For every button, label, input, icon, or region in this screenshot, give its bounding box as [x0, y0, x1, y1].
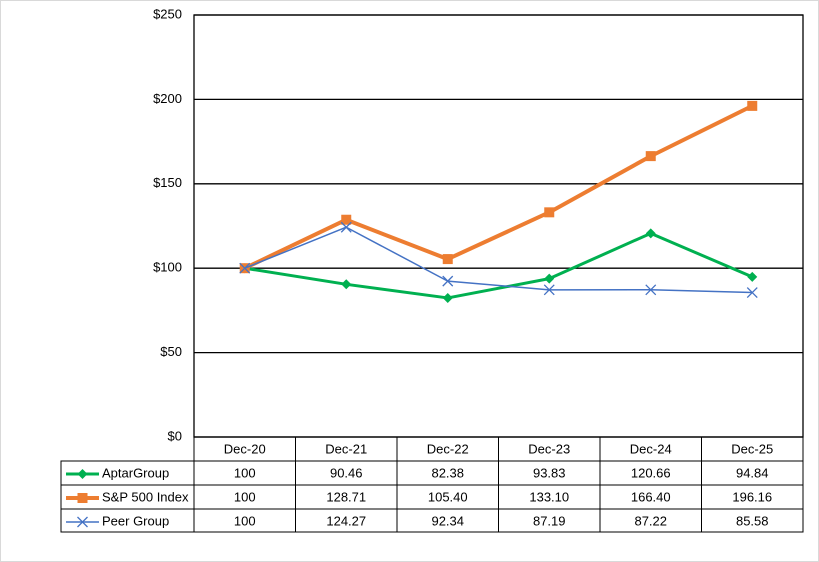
series-line [244, 231, 753, 300]
table-value: 87.19 [533, 513, 566, 528]
series-line [243, 104, 754, 271]
data-point [747, 100, 758, 111]
y-tick-label: $100 [153, 260, 182, 275]
legend-label: AptarGroup [102, 465, 169, 480]
data-point [442, 275, 454, 287]
table-value: 100 [234, 489, 256, 504]
table-value: 105.40 [428, 489, 468, 504]
x-tick-label: Dec-23 [528, 441, 570, 456]
data-point [746, 287, 758, 299]
table-value: 90.46 [330, 465, 363, 480]
y-tick-label: $0 [168, 428, 182, 443]
series-line [244, 226, 753, 294]
data-point [645, 284, 657, 296]
table-value: 94.84 [736, 465, 769, 480]
table-value: 100 [234, 465, 256, 480]
data-point [544, 273, 555, 284]
table-value: 93.83 [533, 465, 566, 480]
y-tick-label: $50 [160, 344, 182, 359]
table-value: 120.66 [631, 465, 671, 480]
x-tick-label: Dec-21 [325, 441, 367, 456]
data-point [442, 254, 453, 265]
legend-label: S&P 500 Index [102, 489, 189, 504]
data-point [645, 228, 656, 239]
table-value: 92.34 [431, 513, 464, 528]
data-point [239, 262, 251, 274]
x-tick-label: Dec-25 [731, 441, 773, 456]
y-tick-label: $250 [153, 6, 182, 21]
legend-marker [77, 516, 88, 528]
table-value: 87.22 [634, 513, 667, 528]
data-point [543, 284, 555, 296]
data-point [544, 207, 555, 218]
legend-marker [77, 469, 88, 479]
table-value: 82.38 [431, 465, 464, 480]
y-tick-label: $150 [153, 175, 182, 190]
table-value: 124.27 [326, 513, 366, 528]
x-tick-label: Dec-22 [427, 441, 469, 456]
x-tick-label: Dec-24 [630, 441, 672, 456]
data-point [341, 214, 352, 225]
table-value: 196.16 [732, 489, 772, 504]
data-point [340, 221, 352, 233]
x-tick-label: Dec-20 [224, 441, 266, 456]
legend-marker [77, 493, 88, 503]
y-tick-label: $200 [153, 91, 182, 106]
table-value: 128.71 [326, 489, 366, 504]
table-value: 100 [234, 513, 256, 528]
data-point [645, 151, 656, 162]
data-point [747, 271, 758, 282]
data-point [341, 279, 352, 290]
table-value: 133.10 [529, 489, 569, 504]
data-point [442, 292, 453, 303]
table-value: 85.58 [736, 513, 769, 528]
legend-label: Peer Group [102, 513, 169, 528]
table-value: 166.40 [631, 489, 671, 504]
